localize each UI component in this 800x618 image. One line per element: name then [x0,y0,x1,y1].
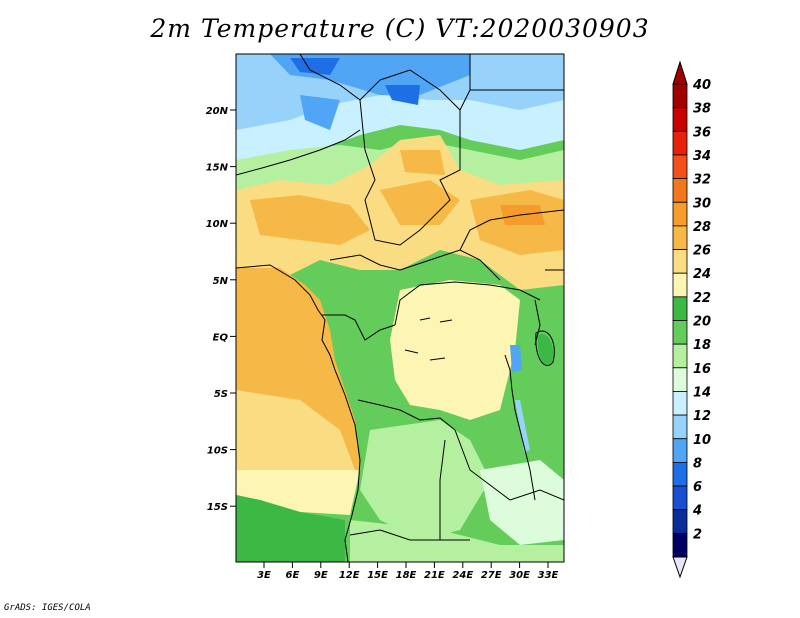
colorbar-label: 32 [693,173,711,188]
colorbar-label: 12 [693,409,711,424]
colorbar-label: 34 [693,149,711,164]
colorbar: 40 38 36 34 32 30 28 26 24 22 20 18 16 14 12 10 8 6 4 2 [672,60,711,579]
longitude-axis: 3E 6E 9E 12E 15E 18E 21E 24E 27E 30E 33E [257,562,559,581]
footer-credit: GrADS: IGES/COLA [4,603,91,613]
colorbar-swatch [672,414,688,440]
colorbar-label: 10 [693,433,711,448]
colorbar-label: 26 [693,244,711,259]
colorbar-swatch [672,461,688,487]
lat-label: 15S [207,502,228,513]
colorbar-swatch [672,509,688,534]
colorbar-label: 20 [693,315,711,330]
colorbar-label: 14 [693,385,711,400]
colorbar-swatch [672,391,688,416]
colorbar-swatch [672,343,688,369]
lat-label: EQ [213,332,229,343]
colorbar-swatch [672,296,688,321]
colorbar-label: 30 [693,196,711,211]
colorbar-label: 16 [693,362,711,377]
lat-label: 5N [213,276,229,287]
colorbar-swatch [672,130,688,156]
colorbar-label: 38 [693,102,711,117]
lon-label: 12E [339,570,360,581]
lon-label: 9E [314,570,328,581]
colorbar-top-arrow [672,60,688,85]
map-title: 2m Temperature (C) VT:2020030903 [150,14,650,43]
lat-label: 20N [206,106,229,117]
lon-label: 18E [396,570,417,581]
colorbar-swatch [672,107,688,132]
colorbar-swatch [672,485,688,511]
colorbar-swatch [672,154,688,179]
colorbar-swatch [672,201,688,227]
latitude-axis: 20N 15N 10N 5N EQ 5S 10S 15S [206,106,236,513]
colorbar-label: 40 [692,78,711,93]
congo-basin-region [390,280,520,420]
lon-label: 27E [481,570,502,581]
lat-label: 15N [206,163,229,174]
colorbar-swatch [672,249,688,274]
colorbar-label: 18 [693,338,711,353]
colorbar-swatch [672,83,688,109]
lon-label: 3E [257,570,271,581]
temperature-field [236,54,564,562]
lon-label: 6E [286,570,300,581]
colorbar-swatch [672,367,688,392]
lon-label: 15E [367,570,388,581]
colorbar-swatch [672,438,688,463]
colorbar-swatch [672,272,688,298]
colorbar-swatch [672,532,688,558]
lon-label: 24E [452,570,473,581]
lat-label: 10N [206,219,229,230]
map-frame [235,53,565,563]
colorbar-label: 4 [692,504,702,519]
lon-label: 33E [538,570,559,581]
colorbar-swatch [672,320,688,345]
colorbar-label: 28 [693,220,711,235]
colorbar-label: 8 [693,456,702,471]
colorbar-bottom-arrow [672,556,688,579]
colorbar-label: 2 [693,527,702,542]
country-borders [236,54,564,562]
colorbar-label: 6 [693,480,702,495]
colorbar-label: 22 [693,291,711,306]
lon-label: 21E [424,570,445,581]
colorbar-swatch [672,225,688,250]
lat-label: 5S [214,389,228,400]
colorbar-label: 24 [693,267,711,282]
colorbar-label: 36 [693,125,711,140]
colorbar-swatch [672,178,688,203]
lat-label: 10S [207,446,228,457]
lon-label: 30E [509,570,530,581]
